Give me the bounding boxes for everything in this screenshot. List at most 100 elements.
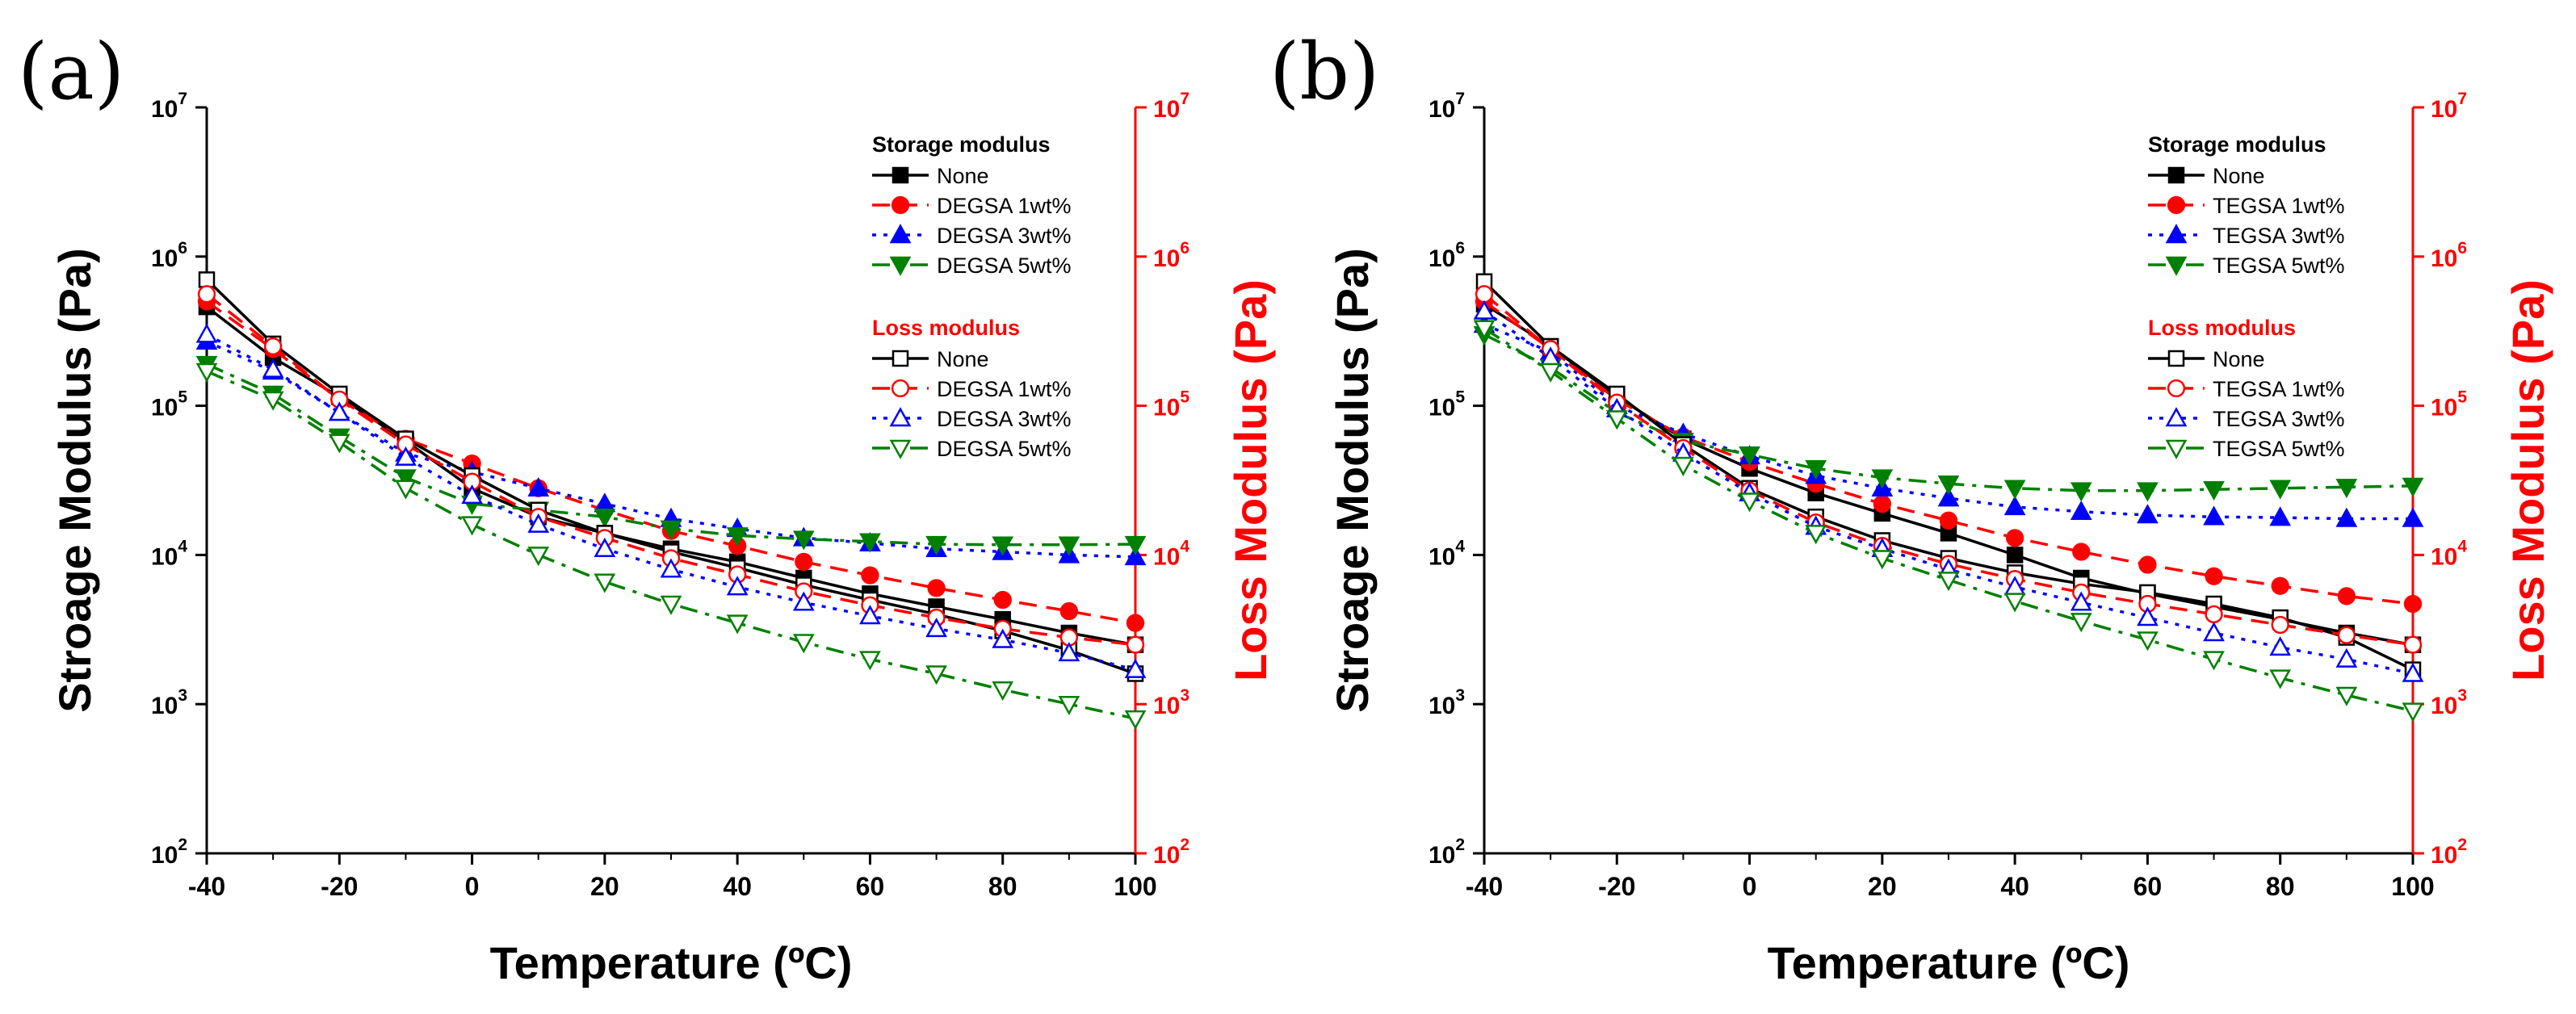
legend-marker <box>2167 379 2186 398</box>
y-tick-label-right: 105 <box>1153 388 1189 421</box>
legend-marker <box>2165 407 2188 427</box>
y-tick-exp: 4 <box>2457 537 2467 555</box>
y-tick-label-left: 105 <box>151 388 187 421</box>
x-tick-label: 20 <box>1868 872 1897 901</box>
legend: Storage modulus Loss modulus None DEGSA 1wt… <box>872 132 1072 461</box>
y-tick-label-right: 106 <box>2431 239 2467 272</box>
series-storage-0 <box>1475 295 2422 653</box>
legend-label: TEGSA 5wt% <box>2213 254 2345 278</box>
data-point <box>992 628 1014 648</box>
data-point <box>2203 651 2225 671</box>
series-loss-7 <box>1473 320 2424 723</box>
y-tick-base: 10 <box>1153 245 1180 272</box>
y-tick-exp: 2 <box>2457 836 2467 854</box>
data-point <box>2335 507 2358 527</box>
y-tick-base: 10 <box>1153 96 1180 123</box>
data-point <box>262 358 284 378</box>
legend-marker <box>2165 439 2188 459</box>
data-point <box>2137 606 2159 626</box>
y-tick-exp: 4 <box>178 537 187 555</box>
data-point <box>2402 702 2424 723</box>
y-tick-base: 10 <box>2431 842 2457 869</box>
data-point <box>1937 572 1960 592</box>
y-tick-base: 10 <box>151 693 178 719</box>
data-point <box>1058 536 1080 556</box>
y-tick-label-left: 106 <box>151 239 187 272</box>
data-point <box>2203 480 2225 501</box>
legend-marker <box>889 439 912 459</box>
y-tick-base: 10 <box>2431 395 2457 421</box>
data-point <box>660 520 682 540</box>
series-loss-5 <box>197 285 1145 654</box>
data-point <box>2402 477 2424 497</box>
series-loss-5 <box>1475 285 2423 654</box>
legend-item: None <box>2148 347 2265 371</box>
data-point <box>1539 362 1562 383</box>
y-tick-exp: 3 <box>1180 686 1189 705</box>
data-point <box>1058 642 1080 662</box>
data-point <box>859 533 881 553</box>
y-tick-exp: 4 <box>1180 537 1189 555</box>
y-tick-label-right: 104 <box>1153 537 1189 570</box>
data-point <box>1739 492 1760 513</box>
data-point <box>2137 504 2159 524</box>
y-tick-exp: 5 <box>1180 388 1189 407</box>
x-tick-label: 100 <box>2391 872 2434 901</box>
data-point <box>195 362 218 383</box>
y-tick-base: 10 <box>1429 543 1455 570</box>
legend-label: DEGSA 1wt% <box>937 194 1072 218</box>
data-point <box>795 552 813 572</box>
data-point <box>461 516 483 536</box>
data-point <box>2335 647 2358 668</box>
legend-label: TEGSA 5wt% <box>2213 437 2345 461</box>
y-tick-exp: 3 <box>1455 686 1465 705</box>
legend-title-loss: Loss modulus <box>872 316 1020 340</box>
y-tick-label-left: 103 <box>1429 686 1465 719</box>
panel-label: (a) <box>18 27 124 117</box>
x-tick-label: 20 <box>590 872 619 901</box>
data-point <box>1126 614 1145 632</box>
data-point <box>859 651 881 671</box>
legend-item: DEGSA 5wt% <box>872 437 1072 461</box>
y-tick-base: 10 <box>2431 693 2457 719</box>
y-tick-base: 10 <box>151 842 178 869</box>
data-point <box>2205 567 2223 585</box>
data-point <box>1937 487 1960 507</box>
legend-label: TEGSA 1wt% <box>2213 377 2345 401</box>
data-point <box>992 536 1014 556</box>
data-point <box>1124 535 1147 555</box>
data-point <box>925 665 947 685</box>
data-point <box>461 484 483 505</box>
data-point <box>1124 546 1147 566</box>
legend-item: TEGSA 5wt% <box>2148 254 2345 278</box>
legend-label: DEGSA 5wt% <box>937 254 1072 278</box>
legend-marker <box>889 224 912 244</box>
data-point <box>2402 507 2424 527</box>
data-point <box>1939 511 1958 530</box>
legend-item: TEGSA 1wt% <box>2148 377 2345 401</box>
y-tick-base: 10 <box>1429 96 1455 123</box>
legend-marker <box>2167 195 2186 215</box>
y-tick-label-left: 107 <box>151 90 187 123</box>
legend-label: DEGSA 5wt% <box>937 437 1072 461</box>
y-tick-label-left: 103 <box>151 686 187 719</box>
y-tick-label-right: 107 <box>1153 90 1189 123</box>
data-point <box>2003 480 2026 500</box>
y-tick-base: 10 <box>1429 395 1455 421</box>
legend-item: TEGSA 5wt% <box>2148 437 2345 461</box>
data-point <box>1937 475 1960 496</box>
data-point <box>262 391 284 411</box>
legend-marker <box>892 350 909 367</box>
data-point <box>2138 555 2157 574</box>
x-tick-label: 40 <box>723 872 752 901</box>
data-point <box>1124 710 1147 730</box>
y-tick-label-right: 107 <box>2431 90 2467 123</box>
data-point <box>660 558 682 578</box>
data-point <box>925 618 947 638</box>
data-point <box>2403 594 2423 614</box>
legend-marker <box>2167 350 2185 367</box>
y-tick-base: 10 <box>151 245 178 272</box>
y-tick-label-left: 106 <box>1429 239 1465 272</box>
